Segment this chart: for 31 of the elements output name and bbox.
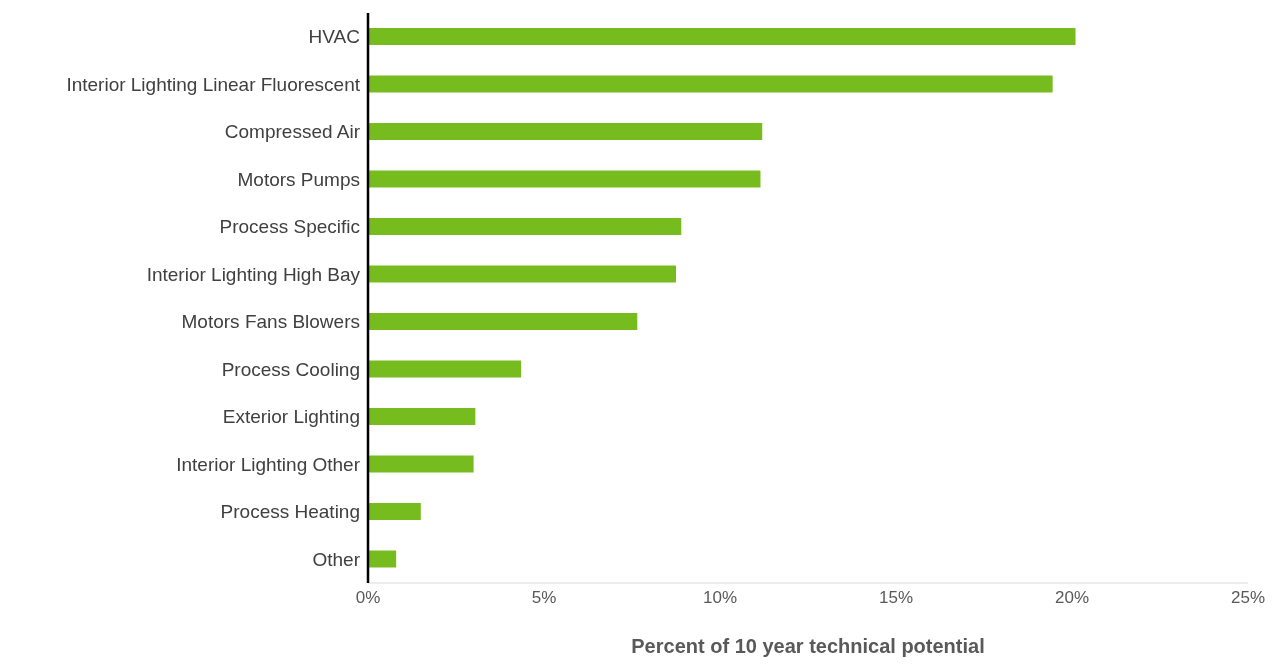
y-tick-label: Motors Pumps [237,168,360,190]
x-tick-label: 25% [1230,588,1266,608]
y-tick-label: Other [312,548,361,570]
y-tick-label: Interior Lighting Linear Fluorescent [66,74,361,95]
y-tick-label: HVAC [308,26,360,48]
bar [368,123,763,140]
bar [368,455,474,473]
bar [368,218,682,235]
bar [368,360,522,378]
bar [368,408,476,425]
x-tick-label: 15% [878,588,914,608]
y-tick-label: Process Specific [219,216,360,238]
y-tick-label: Interior Lighting High Bay [146,263,361,285]
x-tick-label: 10% [702,588,738,608]
x-tick-label: 0% [355,588,381,608]
y-tick-label: Compressed Air [224,121,361,143]
y-tick-label: Exterior Lighting [222,406,360,428]
bar [368,170,761,188]
x-axis-title: Percent of 10 year technical potential [631,635,985,657]
bar [368,313,638,330]
bar [368,28,1076,45]
bar [368,75,1053,93]
bar [368,265,676,283]
x-tick-label: 20% [1054,588,1090,608]
y-tick-label: Interior Lighting Other [176,453,361,475]
bar [368,550,397,568]
bar [368,503,421,520]
y-tick-label: Process Heating [220,501,360,523]
y-tick-label: Process Cooling [221,358,360,380]
y-tick-label: Motors Fans Blowers [181,311,360,333]
x-tick-label: 5% [531,588,557,608]
